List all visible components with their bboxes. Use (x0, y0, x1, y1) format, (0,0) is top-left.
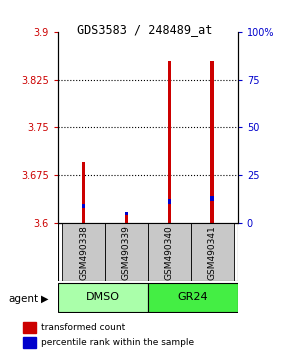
Bar (168, 199, 171, 204)
Text: GR24: GR24 (177, 292, 208, 302)
Text: GSM490338: GSM490338 (79, 225, 88, 280)
Bar (23, 322, 36, 333)
Bar (211, 61, 214, 223)
Bar (58, 283, 148, 312)
Bar (148, 283, 238, 312)
Bar (23, 337, 36, 348)
Text: GSM490341: GSM490341 (208, 225, 217, 280)
Text: GSM490339: GSM490339 (122, 225, 131, 280)
Text: DMSO: DMSO (86, 292, 120, 302)
Bar (168, 61, 171, 223)
Text: GDS3583 / 248489_at: GDS3583 / 248489_at (77, 23, 213, 36)
Bar (125, 214, 128, 223)
Text: GSM490340: GSM490340 (165, 225, 174, 280)
Text: agent: agent (9, 294, 39, 304)
Bar (82, 204, 85, 209)
Bar (211, 196, 214, 201)
Bar (82, 162, 85, 223)
Bar (125, 212, 128, 215)
Text: percentile rank within the sample: percentile rank within the sample (41, 338, 194, 347)
Text: ▶: ▶ (41, 294, 49, 304)
Bar (191, 223, 233, 281)
Bar (105, 223, 148, 281)
Bar (148, 223, 191, 281)
Text: transformed count: transformed count (41, 323, 126, 332)
Bar (62, 223, 105, 281)
